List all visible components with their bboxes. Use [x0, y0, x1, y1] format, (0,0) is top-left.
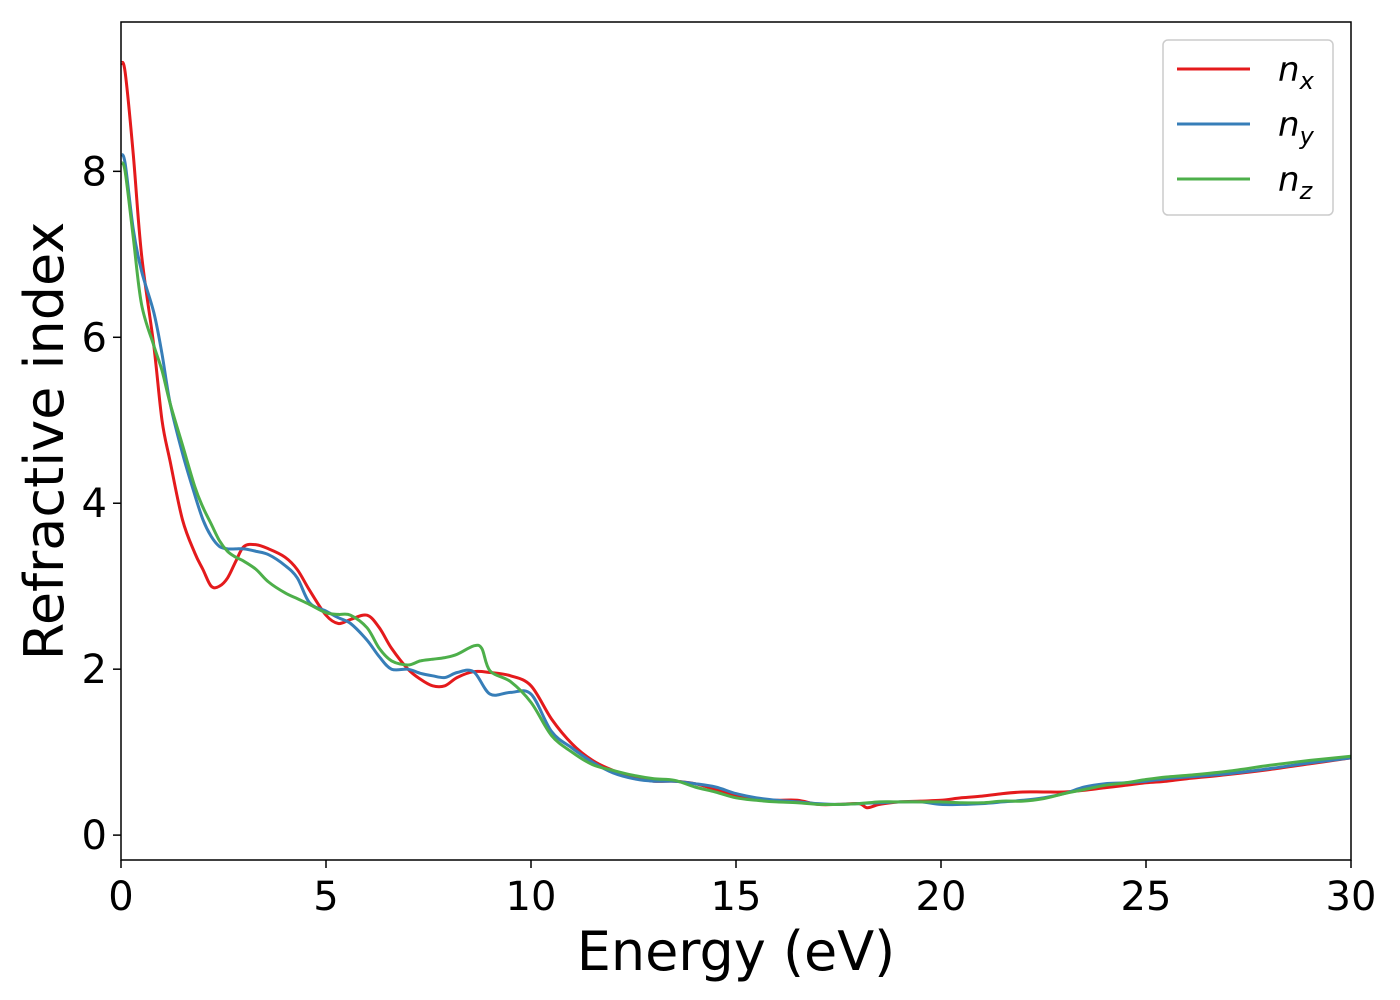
series-lines	[121, 60, 1351, 810]
x-tick-label: 10	[506, 874, 557, 920]
legend-symbol: n	[1278, 105, 1300, 145]
y-tick-label: 6	[82, 315, 107, 361]
x-tick-label: 15	[711, 874, 762, 920]
legend-symbol: n	[1278, 160, 1300, 200]
x-axis-title: Energy (eV)	[577, 920, 896, 983]
x-tick-label: 25	[1121, 874, 1172, 920]
x-tick-label: 5	[313, 874, 338, 920]
legend-label-x: nx	[1278, 50, 1315, 95]
x-tick-label: 30	[1326, 874, 1377, 920]
series-line-x	[121, 60, 1351, 810]
series-line-z	[121, 161, 1351, 807]
y-tick-label: 0	[82, 813, 107, 859]
legend-label-z: nz	[1278, 160, 1314, 205]
x-tick-label: 0	[108, 874, 133, 920]
legend-symbol: n	[1278, 50, 1300, 90]
legend-label-y: ny	[1278, 105, 1315, 150]
legend-subscript: z	[1299, 177, 1314, 205]
legend-box	[1162, 39, 1334, 216]
y-axis-title: Refractive index	[13, 222, 76, 661]
y-tick-label: 8	[82, 149, 107, 195]
legend-subscript: y	[1299, 122, 1315, 150]
x-tick-label: 20	[916, 874, 967, 920]
y-axis-ticks: 0 2 4 6 8	[82, 149, 121, 859]
x-axis-ticks: 0 5 10 15 20 25 30	[108, 860, 1376, 920]
y-tick-label: 2	[82, 647, 107, 693]
legend-subscript: x	[1299, 67, 1315, 95]
series-line-y	[121, 153, 1351, 807]
y-tick-label: 4	[82, 481, 107, 527]
